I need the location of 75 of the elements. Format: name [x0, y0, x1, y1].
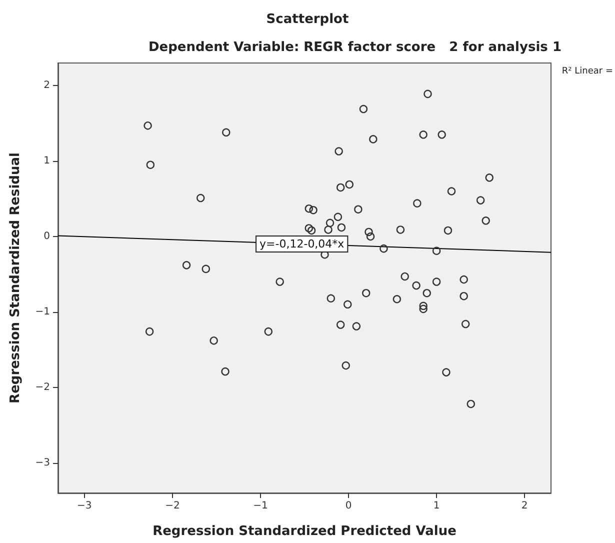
point	[444, 226, 452, 235]
point	[432, 278, 441, 286]
point	[352, 322, 361, 330]
x-tick-label: 0	[345, 500, 352, 512]
y-tick-label: −1	[35, 306, 50, 318]
point	[419, 130, 428, 139]
x-tick-label: −3	[77, 500, 92, 512]
point	[482, 216, 490, 225]
point	[342, 361, 350, 370]
point	[336, 183, 345, 192]
point	[380, 244, 388, 253]
point	[334, 212, 342, 221]
x-axis-title: Regression Standardized Predicted Value	[152, 524, 457, 539]
point	[419, 304, 428, 314]
point	[345, 180, 354, 189]
point	[307, 226, 316, 235]
point	[396, 226, 405, 234]
point	[412, 281, 420, 290]
point	[336, 320, 345, 329]
point	[462, 320, 470, 328]
point	[276, 278, 284, 286]
point	[344, 300, 352, 308]
point	[354, 205, 362, 214]
point	[146, 160, 155, 169]
point	[324, 226, 332, 234]
point	[447, 187, 456, 196]
point	[334, 147, 343, 156]
point	[419, 302, 428, 310]
point	[309, 206, 318, 214]
point	[222, 128, 230, 136]
annotation: y=-0,12-0,04*x	[260, 238, 345, 251]
point	[424, 90, 432, 98]
point	[400, 272, 409, 281]
point	[438, 130, 446, 139]
point	[485, 174, 494, 182]
point	[359, 104, 368, 114]
y-tick-label: 2	[44, 80, 50, 92]
x-tick-label: 2	[521, 500, 528, 512]
y-tick-label: −3	[35, 457, 50, 468]
chart-subtitle: Dependent Variable: REGR factor score 2 for analysis 1	[148, 40, 562, 55]
chart-title: Scatterplot	[266, 12, 349, 27]
y-tick-label: 0	[44, 231, 50, 242]
point	[460, 292, 468, 300]
point	[369, 135, 378, 144]
point	[182, 261, 191, 270]
point	[413, 199, 422, 208]
point	[442, 368, 450, 376]
point	[466, 400, 475, 408]
y-tick-label: 1	[44, 156, 50, 167]
y-tick-label: −2	[35, 382, 50, 393]
point	[422, 288, 431, 298]
point	[362, 288, 370, 298]
text: R² Linear =	[562, 66, 614, 76]
point	[432, 246, 441, 255]
point	[364, 228, 373, 236]
x-tick-label: −2	[165, 500, 180, 512]
point	[366, 232, 375, 241]
point	[221, 367, 230, 376]
x-tick-label: 1	[433, 500, 440, 512]
y-axis-title: Regression Standardized Residual	[8, 152, 23, 404]
point	[304, 204, 313, 213]
point	[210, 336, 218, 345]
point	[326, 218, 334, 228]
x-tick-label: −1	[253, 500, 268, 512]
point	[460, 275, 468, 284]
point	[145, 327, 154, 336]
point	[392, 295, 402, 304]
point	[337, 223, 346, 232]
point	[476, 196, 485, 204]
point	[202, 264, 210, 274]
point	[196, 194, 205, 202]
point	[264, 327, 273, 336]
point	[144, 122, 152, 130]
point	[304, 224, 313, 232]
point	[326, 294, 336, 302]
